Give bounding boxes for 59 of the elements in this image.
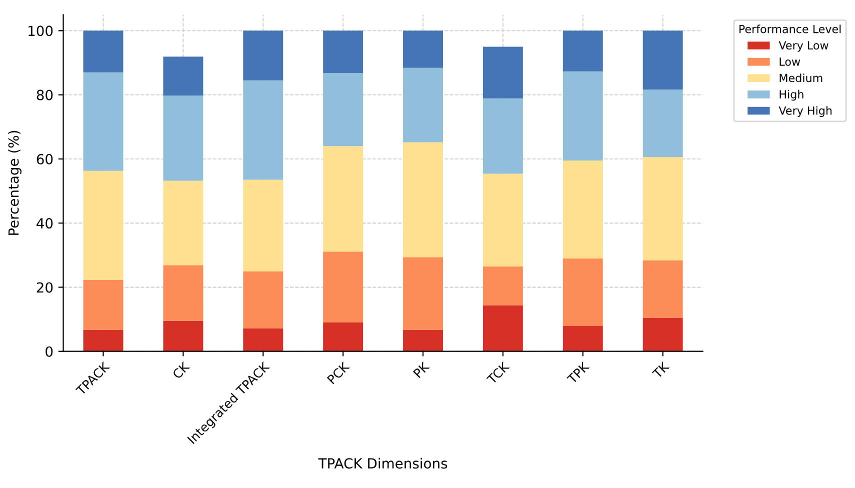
bar xyxy=(403,68,443,142)
bar xyxy=(83,30,124,72)
bar xyxy=(642,260,683,318)
x-tick-label: CK xyxy=(172,361,190,380)
bar xyxy=(83,330,124,352)
bar xyxy=(163,320,204,352)
bar xyxy=(482,306,523,352)
bar xyxy=(243,80,284,180)
bar xyxy=(562,326,603,352)
bar xyxy=(243,271,284,328)
legend-label: Low xyxy=(780,58,800,66)
bar xyxy=(323,252,364,322)
y-tick-label: 40 xyxy=(36,218,53,229)
bar xyxy=(562,160,603,258)
y-tick-label: 100 xyxy=(28,26,53,36)
bar xyxy=(163,265,204,321)
y-axis-title: Percentage (%) xyxy=(8,130,22,235)
x-tick-label: TCK xyxy=(486,361,510,385)
x-axis-title: TPACK Dimensions xyxy=(318,458,448,469)
bar xyxy=(562,30,603,72)
y-tick-label: 0 xyxy=(46,346,53,357)
x-tick-label: TPK xyxy=(566,361,590,384)
bar xyxy=(83,170,124,280)
bar xyxy=(482,174,523,266)
bar xyxy=(243,30,284,80)
bar xyxy=(403,30,443,68)
x-tick-label: TK xyxy=(652,361,670,380)
bar xyxy=(642,157,683,260)
legend-label: Very Low xyxy=(778,41,828,52)
bar xyxy=(323,73,364,146)
bar xyxy=(642,318,683,352)
bar xyxy=(482,46,523,98)
bar xyxy=(323,30,364,74)
bar xyxy=(403,142,443,258)
bar xyxy=(323,322,364,352)
bar xyxy=(163,56,204,96)
legend-label: High xyxy=(780,90,804,101)
legend-label: Very High xyxy=(778,106,832,117)
bar xyxy=(482,266,523,306)
bar xyxy=(83,72,124,171)
bar xyxy=(642,90,683,158)
bar xyxy=(642,30,683,90)
x-tick-label: PK xyxy=(413,361,430,378)
bar xyxy=(243,328,284,352)
bar xyxy=(403,257,443,330)
y-tick-label: 80 xyxy=(36,90,53,100)
bar xyxy=(562,258,603,326)
bar xyxy=(403,330,443,352)
legend-title: Performance Level xyxy=(739,24,841,34)
legend-label: Medium xyxy=(780,74,822,82)
bar xyxy=(83,280,124,330)
y-tick-label: 20 xyxy=(36,282,53,293)
bar xyxy=(163,180,204,266)
y-tick-label: 60 xyxy=(36,154,53,164)
bar xyxy=(323,146,364,252)
bar xyxy=(243,180,284,272)
bar xyxy=(562,71,603,161)
bar xyxy=(163,95,204,181)
bar xyxy=(482,98,523,174)
